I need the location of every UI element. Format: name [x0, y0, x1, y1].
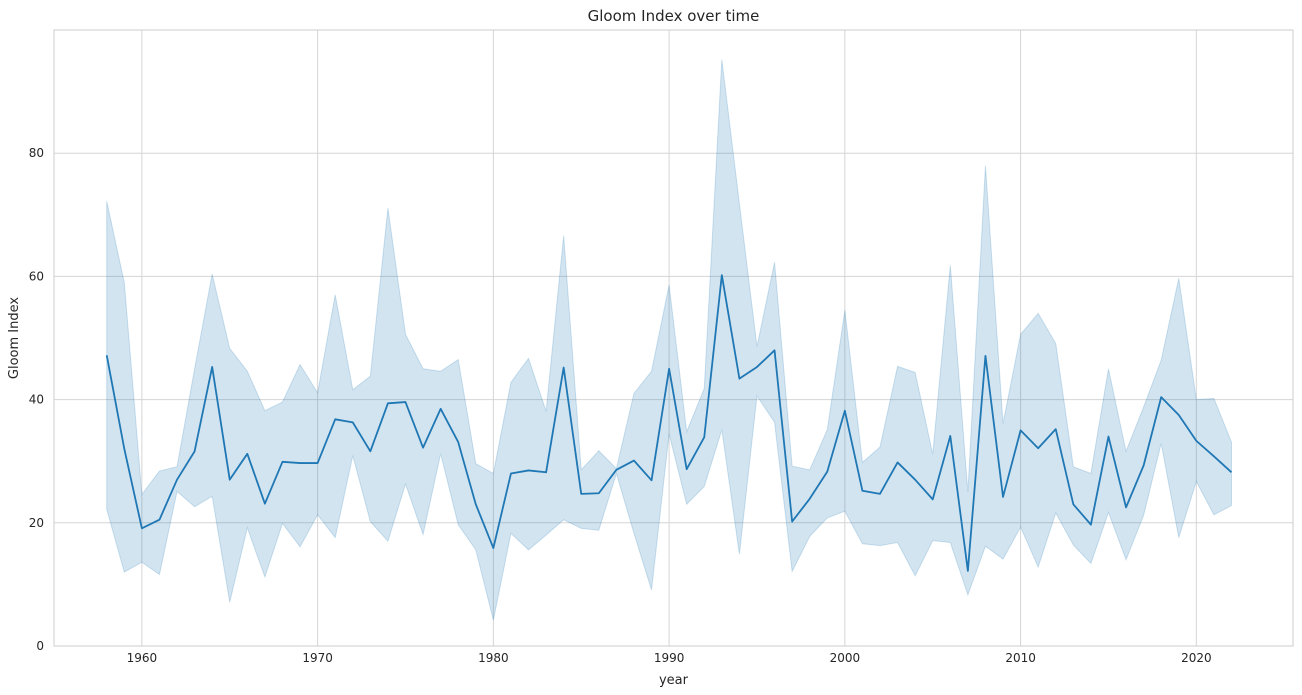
data-point — [879, 493, 881, 495]
data-point — [545, 471, 547, 473]
data-point — [949, 435, 951, 437]
data-point — [615, 469, 617, 471]
y-tick-label: 60 — [29, 269, 44, 283]
data-point — [106, 354, 108, 356]
data-point — [703, 436, 705, 438]
data-point — [422, 447, 424, 449]
data-point — [264, 503, 266, 505]
y-tick-label: 0 — [36, 639, 44, 653]
data-point — [387, 402, 389, 404]
data-point — [475, 503, 477, 505]
data-point — [123, 448, 125, 450]
data-point — [334, 418, 336, 420]
x-axis-title: year — [659, 673, 689, 688]
data-point — [317, 462, 319, 464]
chart-title: Gloom Index over time — [588, 7, 760, 25]
data-point — [229, 479, 231, 481]
grid-lines — [54, 30, 1293, 647]
data-point — [809, 498, 811, 500]
data-point — [369, 450, 371, 452]
y-tick-label: 80 — [29, 146, 44, 160]
data-point — [510, 473, 512, 475]
x-tick-label: 1990 — [654, 651, 685, 665]
x-tick-labels: 1960 1970 1980 1990 2000 2010 2020 — [127, 651, 1212, 665]
data-point — [194, 450, 196, 452]
plot-frame — [53, 29, 1294, 647]
mean-line — [105, 274, 1233, 572]
x-tick-label: 1980 — [478, 651, 509, 665]
data-point — [158, 519, 160, 521]
data-point — [861, 490, 863, 492]
data-point — [492, 547, 494, 549]
data-point — [967, 570, 969, 572]
y-axis-title: Gloom Index — [7, 297, 22, 379]
data-point — [1160, 396, 1162, 398]
data-point — [528, 469, 530, 471]
data-point — [457, 441, 459, 443]
data-point — [1230, 471, 1232, 473]
data-point — [299, 462, 301, 464]
data-point — [598, 492, 600, 494]
data-point — [791, 521, 793, 523]
data-point — [211, 366, 213, 368]
data-point — [984, 355, 986, 357]
x-tick-label: 2000 — [830, 651, 861, 665]
data-point — [1178, 414, 1180, 416]
data-point — [774, 349, 776, 351]
data-point — [668, 368, 670, 370]
data-point — [176, 479, 178, 481]
y-tick-label: 40 — [29, 393, 44, 407]
data-point — [1107, 436, 1109, 438]
data-point — [1143, 465, 1145, 467]
data-point — [932, 498, 934, 500]
x-tick-label: 2010 — [1005, 651, 1036, 665]
data-point — [738, 378, 740, 380]
data-point — [826, 471, 828, 473]
confidence-band — [106, 59, 1232, 621]
data-point — [1195, 440, 1197, 442]
data-point — [844, 410, 846, 412]
data-point — [1090, 524, 1092, 526]
data-point — [1072, 503, 1074, 505]
data-point — [633, 460, 635, 462]
x-tick-label: 1970 — [302, 651, 333, 665]
y-tick-label: 20 — [29, 516, 44, 530]
data-point — [651, 479, 653, 481]
data-point — [897, 461, 899, 463]
data-point — [246, 453, 248, 455]
data-point — [1037, 447, 1039, 449]
data-point — [1002, 496, 1004, 498]
data-point — [404, 401, 406, 403]
data-point — [563, 367, 565, 369]
data-point — [1055, 428, 1057, 430]
x-tick-label: 2020 — [1181, 651, 1212, 665]
data-point — [721, 274, 723, 276]
data-point — [440, 408, 442, 410]
x-tick-label: 1960 — [127, 651, 158, 665]
data-point — [1213, 455, 1215, 457]
y-tick-labels: 0 20 40 60 80 — [29, 146, 44, 653]
data-point — [686, 468, 688, 470]
data-point — [914, 479, 916, 481]
data-point — [281, 461, 283, 463]
data-point — [1020, 429, 1022, 431]
data-point — [352, 421, 354, 423]
data-point — [580, 493, 582, 495]
data-point — [141, 527, 143, 529]
data-point — [756, 366, 758, 368]
data-point — [1125, 506, 1127, 508]
